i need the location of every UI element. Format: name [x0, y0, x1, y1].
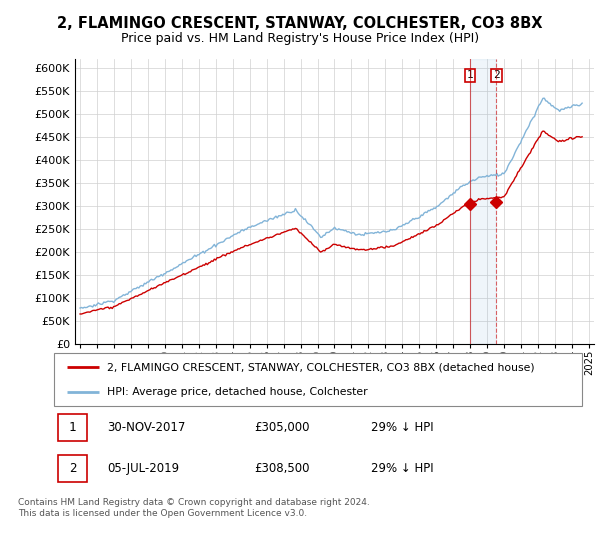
Text: 29% ↓ HPI: 29% ↓ HPI: [371, 421, 433, 434]
Text: 05-JUL-2019: 05-JUL-2019: [107, 462, 179, 475]
Text: 1: 1: [69, 421, 76, 434]
Text: Contains HM Land Registry data © Crown copyright and database right 2024.
This d: Contains HM Land Registry data © Crown c…: [18, 498, 370, 518]
Text: £305,000: £305,000: [254, 421, 310, 434]
Text: 2: 2: [493, 70, 500, 80]
Text: 2: 2: [69, 462, 76, 475]
Bar: [470, 59, 496, 344]
Bar: [58, 414, 87, 441]
Text: 2, FLAMINGO CRESCENT, STANWAY, COLCHESTER, CO3 8BX: 2, FLAMINGO CRESCENT, STANWAY, COLCHESTE…: [57, 16, 543, 31]
Text: 29% ↓ HPI: 29% ↓ HPI: [371, 462, 433, 475]
Text: Price paid vs. HM Land Registry's House Price Index (HPI): Price paid vs. HM Land Registry's House …: [121, 32, 479, 45]
Text: 2, FLAMINGO CRESCENT, STANWAY, COLCHESTER, CO3 8BX (detached house): 2, FLAMINGO CRESCENT, STANWAY, COLCHESTE…: [107, 362, 535, 372]
Bar: [58, 455, 87, 482]
Text: £308,500: £308,500: [254, 462, 310, 475]
Text: 30-NOV-2017: 30-NOV-2017: [107, 421, 185, 434]
Text: 1: 1: [467, 70, 473, 80]
Text: HPI: Average price, detached house, Colchester: HPI: Average price, detached house, Colc…: [107, 386, 367, 396]
